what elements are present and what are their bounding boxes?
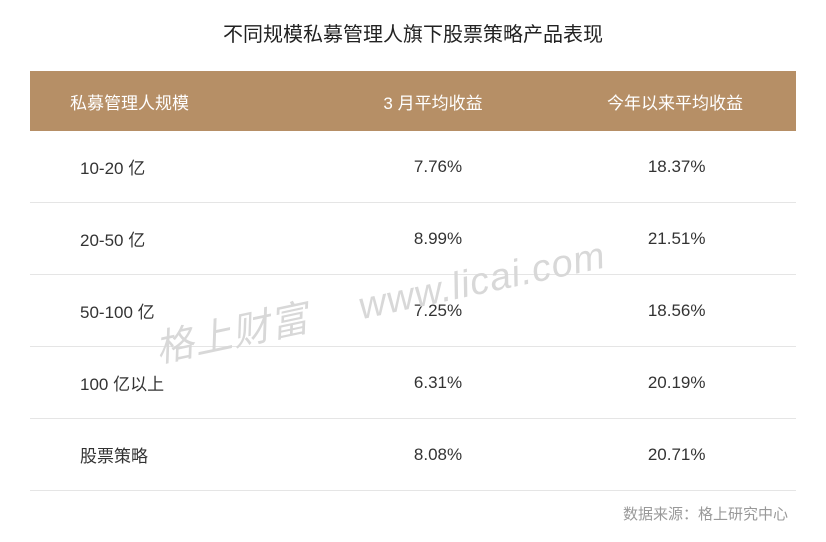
table-cell: 18.37% [557, 157, 796, 177]
table-cell: 18.56% [557, 301, 796, 321]
table-cell: 20-50 亿 [30, 226, 319, 251]
table-header-row: 私募管理人规模 3 月平均收益 今年以来平均收益 [30, 71, 796, 131]
table-header-cell: 今年以来平均收益 [554, 89, 796, 114]
table-cell: 100 亿以上 [30, 370, 319, 395]
table-header-cell: 私募管理人规模 [30, 89, 312, 114]
table-row: 100 亿以上 6.31% 20.19% [30, 347, 796, 419]
table-cell: 7.76% [319, 157, 558, 177]
table-row: 股票策略 8.08% 20.71% [30, 419, 796, 491]
table-cell: 20.19% [557, 373, 796, 393]
table-row: 10-20 亿 7.76% 18.37% [30, 131, 796, 203]
table-cell: 20.71% [557, 445, 796, 465]
table-header-cell: 3 月平均收益 [312, 89, 554, 114]
table-cell: 8.99% [319, 229, 558, 249]
table-row: 20-50 亿 8.99% 21.51% [30, 203, 796, 275]
table-cell: 6.31% [319, 373, 558, 393]
table-cell: 股票策略 [30, 442, 319, 467]
data-source-note: 数据来源：格上研究中心 [30, 503, 796, 524]
table-cell: 10-20 亿 [30, 154, 319, 179]
page-title: 不同规模私募管理人旗下股票策略产品表现 [30, 18, 796, 47]
table-cell: 21.51% [557, 229, 796, 249]
table-row: 50-100 亿 7.25% 18.56% [30, 275, 796, 347]
table-cell: 8.08% [319, 445, 558, 465]
performance-table: 格上财富 www.licai.com 私募管理人规模 3 月平均收益 今年以来平… [30, 71, 796, 491]
table-cell: 50-100 亿 [30, 298, 319, 323]
table-cell: 7.25% [319, 301, 558, 321]
